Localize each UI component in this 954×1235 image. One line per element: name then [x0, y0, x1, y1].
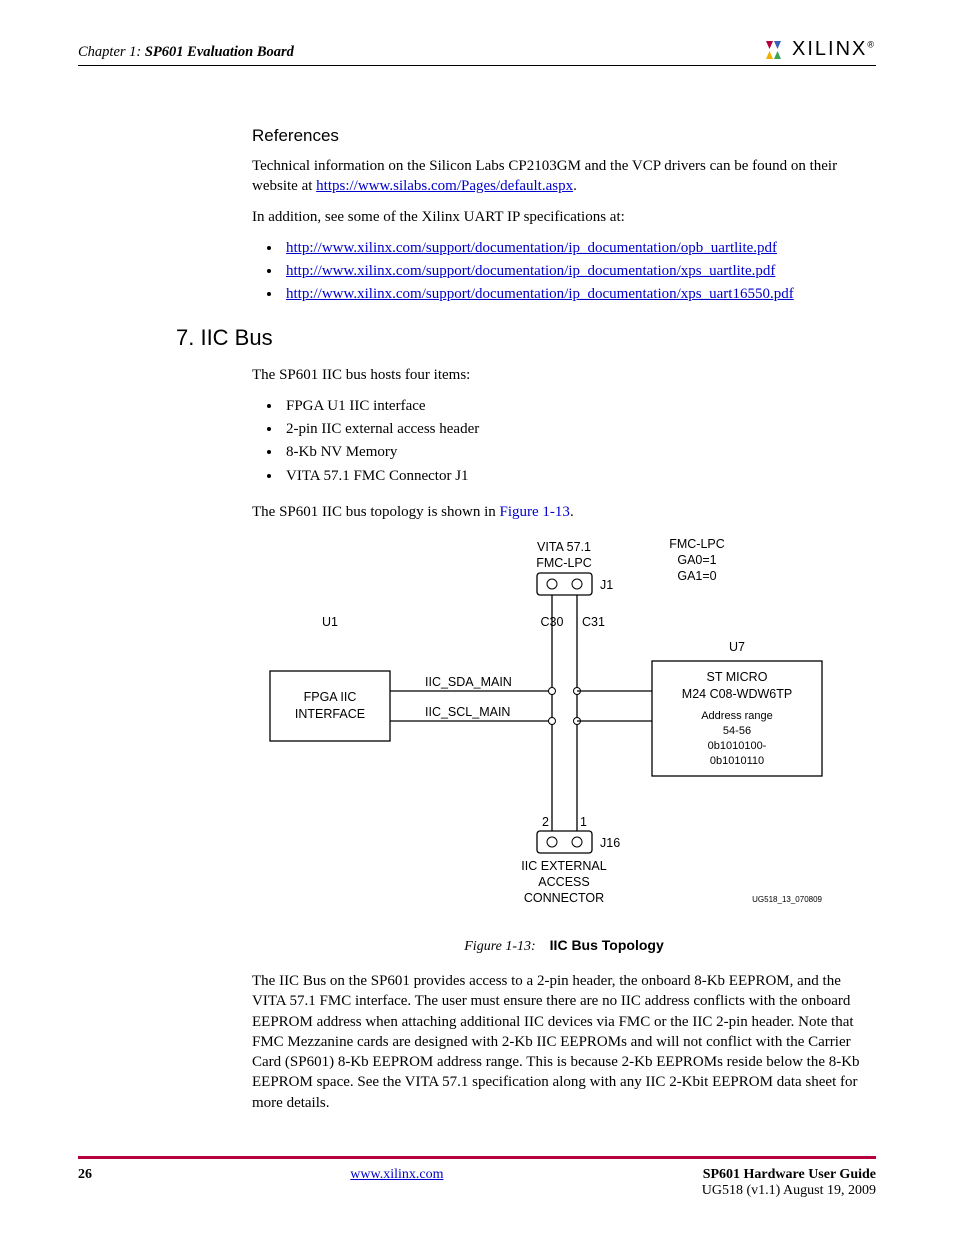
footer-doc-sub: UG518 (v1.1) August 19, 2009 [702, 1183, 876, 1199]
uart-link-3[interactable]: http://www.xilinx.com/support/documentat… [286, 286, 794, 302]
xilinx-logo: XILINX® [766, 38, 876, 61]
iic-closing-para: The IIC Bus on the SP601 provides access… [252, 971, 876, 1113]
references-heading: References [252, 126, 876, 146]
footer-rule [78, 1156, 876, 1159]
svg-text:54-56: 54-56 [723, 725, 751, 737]
svg-text:U1: U1 [322, 615, 338, 629]
svg-text:C31: C31 [582, 615, 605, 629]
list-item: http://www.xilinx.com/support/documentat… [282, 283, 876, 306]
svg-text:ACCESS: ACCESS [538, 875, 589, 889]
svg-text:IIC EXTERNAL: IIC EXTERNAL [521, 859, 606, 873]
svg-text:VITA 57.1: VITA 57.1 [537, 540, 591, 554]
svg-text:U7: U7 [729, 640, 745, 654]
svg-text:Address range: Address range [701, 710, 773, 722]
uart-link-2[interactable]: http://www.xilinx.com/support/documentat… [286, 263, 775, 279]
chapter-title: SP601 Evaluation Board [145, 44, 294, 60]
svg-text:C30: C30 [541, 615, 564, 629]
footer-right: SP601 Hardware User Guide UG518 (v1.1) A… [702, 1167, 876, 1199]
references-para1: Technical information on the Silicon Lab… [252, 156, 876, 197]
svg-text:FMC-LPC: FMC-LPC [669, 537, 725, 551]
footer-doc-title: SP601 Hardware User Guide [702, 1167, 876, 1183]
list-item: FPGA U1 IIC interface [282, 395, 876, 418]
page-number: 26 [78, 1167, 92, 1199]
main-content: References Technical information on the … [78, 66, 876, 1113]
uart-link-1[interactable]: http://www.xilinx.com/support/documentat… [286, 240, 777, 256]
references-link-list: http://www.xilinx.com/support/documentat… [252, 237, 876, 307]
svg-text:0b1010100-: 0b1010100- [708, 740, 767, 752]
svg-text:1: 1 [580, 815, 587, 829]
list-item: VITA 57.1 FMC Connector J1 [282, 465, 876, 488]
svg-text:INTERFACE: INTERFACE [295, 707, 365, 721]
silabs-link[interactable]: https://www.silabs.com/Pages/default.asp… [316, 178, 573, 194]
list-item: 8-Kb NV Memory [282, 441, 876, 464]
svg-text:J16: J16 [600, 836, 620, 850]
figure-caption: Figure 1-13: IIC Bus Topology [252, 937, 876, 955]
svg-text:2: 2 [542, 815, 549, 829]
svg-text:IIC_SCL_MAIN: IIC_SCL_MAIN [425, 705, 510, 719]
svg-text:0b1010110: 0b1010110 [710, 755, 764, 767]
svg-text:UG518_13_070809: UG518_13_070809 [752, 895, 822, 904]
list-item: http://www.xilinx.com/support/documentat… [282, 237, 876, 260]
iic-intro: The SP601 IIC bus hosts four items: [252, 365, 876, 385]
logo-reg: ® [867, 39, 876, 49]
svg-text:FPGA IIC: FPGA IIC [304, 690, 357, 704]
iic-topology-sentence: The SP601 IIC bus topology is shown in F… [252, 502, 876, 522]
list-item: http://www.xilinx.com/support/documentat… [282, 260, 876, 283]
svg-text:FMC-LPC: FMC-LPC [536, 556, 592, 570]
iic-bus-diagram: FPGA IIC INTERFACE U1 IIC_SDA_MAIN IIC_S… [252, 536, 872, 926]
svg-text:ST MICRO: ST MICRO [707, 670, 768, 684]
xilinx-logo-icon [766, 40, 788, 60]
logo-text: XILINX® [792, 38, 876, 61]
svg-text:GA0=1: GA0=1 [677, 553, 716, 567]
iic-bus-heading: 7. IIC Bus [176, 325, 876, 351]
iic-items-list: FPGA U1 IIC interface 2-pin IIC external… [252, 395, 876, 488]
references-para2: In addition, see some of the Xilinx UART… [252, 207, 876, 227]
list-item: 2-pin IIC external access header [282, 418, 876, 441]
footer-link[interactable]: www.xilinx.com [350, 1167, 443, 1182]
page-header: Chapter 1: SP601 Evaluation Board XILINX… [78, 38, 876, 66]
svg-text:IIC_SDA_MAIN: IIC_SDA_MAIN [425, 675, 512, 689]
figure-xref[interactable]: Figure 1-13 [500, 504, 570, 520]
footer-center: www.xilinx.com [350, 1167, 443, 1199]
chapter-prefix: Chapter 1: [78, 44, 141, 60]
figure-caption-label: Figure 1-13: [464, 939, 535, 954]
chapter-line: Chapter 1: SP601 Evaluation Board [78, 44, 294, 61]
svg-text:CONNECTOR: CONNECTOR [524, 891, 604, 905]
figure-caption-title: IIC Bus Topology [550, 937, 664, 953]
figure-1-13: FPGA IIC INTERFACE U1 IIC_SDA_MAIN IIC_S… [252, 536, 876, 931]
svg-text:M24 C08-WDW6TP: M24 C08-WDW6TP [682, 687, 792, 701]
svg-text:J1: J1 [600, 578, 613, 592]
page-footer: 26 www.xilinx.com SP601 Hardware User Gu… [78, 1156, 876, 1199]
svg-text:GA1=0: GA1=0 [677, 569, 716, 583]
